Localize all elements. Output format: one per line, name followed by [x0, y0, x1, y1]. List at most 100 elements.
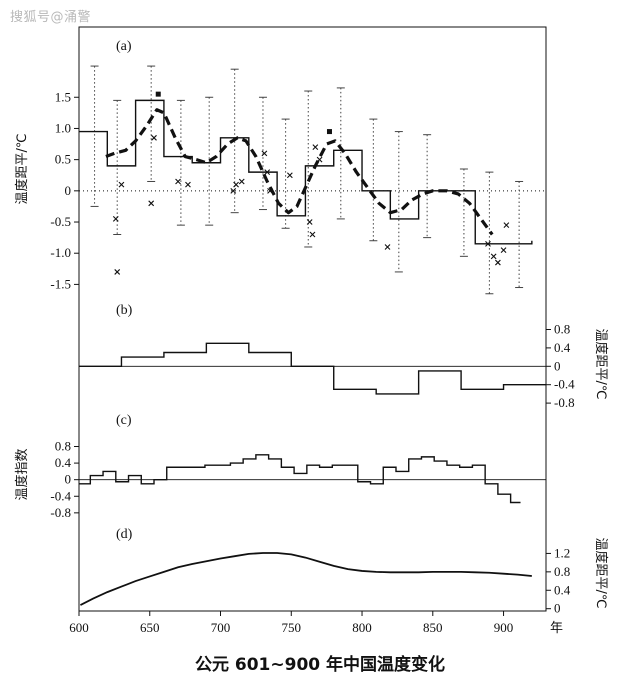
data-point-cross [261, 150, 268, 157]
cross-stroke [500, 247, 507, 253]
cross-stroke [230, 187, 237, 194]
cross-stroke [309, 231, 316, 238]
data-point-cross [230, 187, 237, 194]
data-point-cross [151, 134, 157, 141]
data-point-cross [175, 178, 181, 185]
cross-stroke [286, 172, 293, 179]
y-tick-label: -0.4 [50, 488, 71, 503]
data-point-cross [148, 200, 155, 207]
data-point-cross [306, 219, 313, 225]
data-point-cross [490, 253, 497, 260]
y-tick-label: -1.5 [50, 276, 71, 291]
x-axis-unit-label: 年 [550, 621, 563, 636]
y-tick-label: 1.5 [55, 89, 71, 104]
y-tick-label: 1.0 [55, 120, 71, 135]
panel-label: (a) [116, 39, 132, 54]
data-point-cross [503, 222, 510, 229]
y-tick-label: -0.4 [554, 377, 575, 392]
y-tick-label: 0.4 [554, 340, 571, 355]
data-point-cross [500, 247, 507, 253]
data-point-cross [267, 187, 273, 194]
cross-stroke [112, 216, 119, 222]
cross-stroke [118, 181, 125, 188]
cross-stroke [503, 222, 510, 229]
smoothed-series-line [105, 108, 494, 236]
cross-stroke [238, 178, 245, 185]
x-tick-label: 650 [140, 620, 160, 635]
y-tick-label: 0.8 [55, 439, 71, 454]
panel-a: (a) 1.5 1.0 0.5 0 -0.5 -1.0 -1.5 温度距平/℃ [14, 39, 546, 295]
data-point-cross [118, 181, 125, 188]
plot-frame [78, 26, 547, 612]
cross-stroke [267, 187, 273, 194]
data-point-cross [384, 244, 391, 250]
y-axis-label: 温度指数 [14, 448, 30, 500]
data-point-cross [112, 216, 119, 222]
data-point-cross [264, 169, 271, 176]
cross-stroke [148, 200, 155, 207]
data-point-cross [316, 156, 323, 163]
y-axis-label: 温度距平/℃ [593, 538, 609, 609]
cross-stroke [151, 134, 157, 141]
cross-stroke [175, 178, 181, 185]
y-tick-label: 0 [554, 358, 561, 373]
x-tick-label: 800 [352, 620, 372, 635]
cross-stroke [490, 253, 497, 260]
x-tick-label: 600 [69, 620, 89, 635]
cross-stroke [114, 269, 121, 275]
data-point-cross [286, 172, 293, 179]
cross-stroke [233, 181, 239, 188]
cross-stroke [306, 219, 313, 225]
y-tick-label: -1.0 [50, 245, 71, 260]
data-point-cross [485, 240, 491, 247]
data-point-cross [494, 259, 501, 266]
data-point-square [155, 91, 161, 97]
y-tick-label: 0 [554, 601, 561, 616]
x-tick-label: 900 [494, 620, 514, 635]
panel-label: (c) [116, 413, 132, 428]
cross-stroke [185, 181, 191, 188]
series-line [80, 552, 532, 606]
y-tick-label: -0.5 [50, 214, 71, 229]
data-point-cross [233, 181, 239, 188]
x-tick-label: 850 [423, 620, 443, 635]
y-tick-label: 1.2 [554, 545, 570, 560]
data-point-cross [185, 181, 191, 188]
x-tick-label: 700 [211, 620, 231, 635]
panel-d: (d) 1.2 0.8 0.4 0 温度距平/℃ [80, 527, 609, 616]
cross-stroke [312, 144, 319, 151]
x-tick-label: 750 [282, 620, 302, 635]
y-tick-label: 0.5 [55, 152, 71, 167]
data-point-cross [238, 178, 245, 185]
cross-stroke [261, 150, 268, 157]
y-tick-label: 0 [65, 183, 72, 198]
panel-c: (c) 0.80.4 0-0.4 -0.8 温度指数 [14, 413, 546, 520]
step-series-line [79, 99, 533, 245]
cross-stroke [384, 244, 391, 250]
data-point-cross [309, 231, 316, 238]
data-point-cross [312, 144, 319, 151]
y-axis-label: 温度距平/℃ [593, 329, 609, 400]
y-tick-label: -0.8 [554, 395, 575, 410]
panel-label: (b) [116, 303, 133, 318]
chart-caption: 公元 601~900 年中国温度变化 [194, 655, 446, 675]
step-series-line [79, 342, 546, 395]
cross-stroke [316, 156, 323, 163]
cross-stroke [485, 240, 491, 247]
y-tick-label: 0.8 [554, 564, 570, 579]
y-axis-label: 温度距平/℃ [14, 134, 30, 205]
cross-stroke [494, 259, 501, 266]
y-tick-label: 0 [65, 472, 72, 487]
y-tick-label: 0.8 [554, 322, 570, 337]
panel-b: (b) 0.8 0.4 0 -0.4 -0.8 温度距平/℃ [79, 303, 609, 410]
y-tick-label: 0.4 [554, 582, 571, 597]
data-point-cross [114, 269, 121, 275]
data-point-square [326, 129, 332, 135]
watermark-text: 搜狐号@涌警 [10, 10, 92, 25]
y-tick-label: 0.4 [55, 455, 72, 470]
y-tick-label: -0.8 [50, 505, 71, 520]
cross-stroke [264, 169, 271, 176]
panel-label: (d) [116, 527, 133, 542]
